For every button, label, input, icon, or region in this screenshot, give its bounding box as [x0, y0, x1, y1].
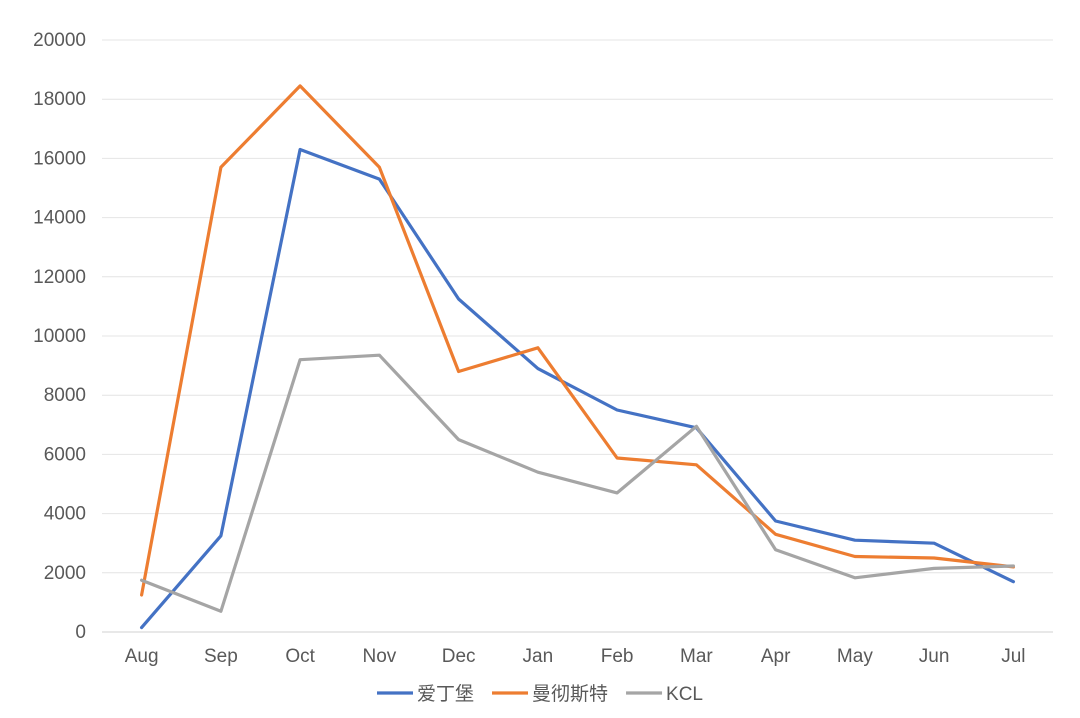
y-tick-label: 18000 — [33, 89, 86, 110]
x-tick-label: Jul — [1001, 646, 1025, 667]
legend-label: 曼彻斯特 — [532, 683, 608, 705]
legend-label: 爱丁堡 — [417, 683, 474, 705]
y-tick-label: 0 — [75, 622, 86, 643]
x-tick-label: Mar — [680, 646, 713, 667]
legend-label: KCL — [666, 684, 703, 705]
y-tick-label: 16000 — [33, 148, 86, 169]
x-tick-label: Jun — [919, 646, 950, 667]
x-tick-label: Apr — [761, 646, 791, 667]
y-tick-label: 10000 — [33, 326, 86, 347]
y-tick-label: 2000 — [44, 563, 86, 584]
x-tick-label: Aug — [125, 646, 159, 667]
x-tick-label: Nov — [362, 646, 396, 667]
x-tick-label: Jan — [523, 646, 554, 667]
series-lines — [140, 84, 1016, 630]
x-tick-label: Sep — [204, 646, 238, 667]
y-tick-label: 12000 — [33, 267, 86, 288]
y-tick-label: 6000 — [44, 444, 86, 465]
series-line-3 — [140, 353, 1016, 613]
y-tick-label: 20000 — [33, 30, 86, 51]
x-tick-label: Dec — [442, 646, 476, 667]
y-tick-label: 8000 — [44, 385, 86, 406]
series-line-2 — [140, 84, 1016, 597]
y-tick-label: 4000 — [44, 504, 86, 525]
legend: 爱丁堡 曼彻斯特 KCL — [377, 683, 703, 705]
y-tick-label: 14000 — [33, 208, 86, 229]
series-line-1 — [140, 147, 1016, 630]
x-tick-label: Oct — [285, 646, 315, 667]
x-tick-label: May — [837, 646, 873, 667]
x-tick-label: Feb — [601, 646, 634, 667]
axes: 0 2000 4000 6000 8000 10000 12000 14000 16000 180… — [33, 30, 1025, 667]
